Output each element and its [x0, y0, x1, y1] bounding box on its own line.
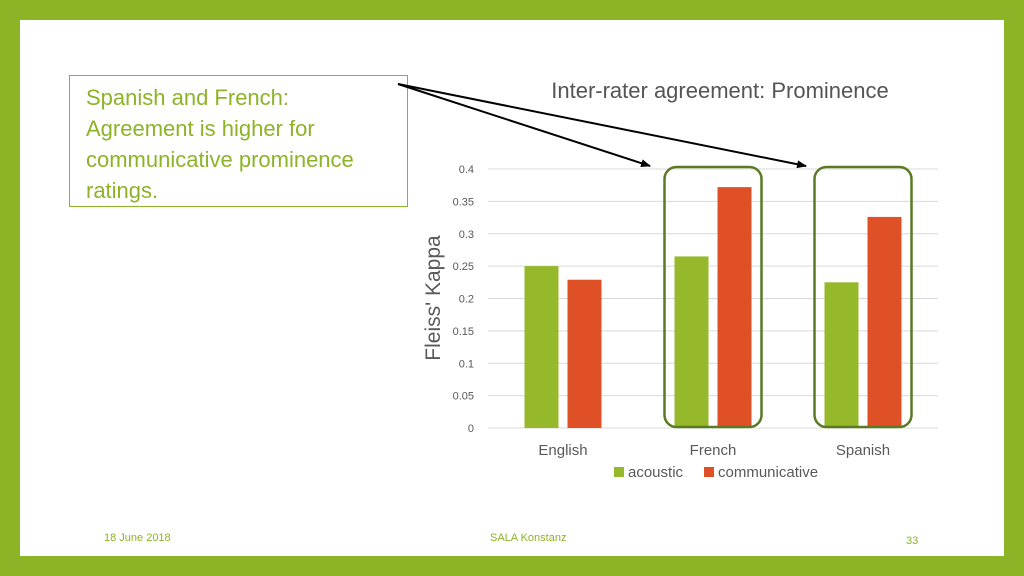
bar-spanish-communicative: [867, 216, 902, 428]
x-tick-label: Spanish: [836, 442, 890, 459]
footer-date: 18 June 2018: [104, 532, 171, 544]
legend-swatch-communicative: [704, 467, 714, 477]
y-tick-label: 0.15: [453, 326, 474, 338]
legend-swatch-acoustic: [614, 467, 624, 477]
bar-french-acoustic: [674, 256, 709, 428]
bar-spanish-acoustic: [824, 282, 859, 428]
bar-english-communicative: [567, 279, 602, 428]
y-axis-label: Fleiss' Kappa: [422, 235, 445, 361]
chart-title: Inter-rater agreement: Prominence: [551, 78, 889, 103]
y-tick-label: 0.2: [459, 294, 474, 306]
arrow-to-spanish: [397, 83, 807, 169]
y-tick-label: 0.1: [459, 358, 474, 370]
y-tick-label: 0.3: [459, 229, 474, 241]
y-tick-label: 0: [468, 423, 474, 435]
legend-label-communicative: communicative: [718, 464, 818, 481]
footer-page-number: 33: [906, 535, 919, 547]
legend-label-acoustic: acoustic: [628, 464, 684, 481]
y-tick-label: 0.25: [453, 261, 474, 273]
x-tick-label: English: [538, 442, 587, 459]
y-tick-label: 0.05: [453, 391, 474, 403]
bar-english-acoustic: [524, 266, 559, 428]
y-tick-label: 0.4: [459, 164, 474, 176]
highlight-box-spanish: [813, 165, 913, 429]
highlight-box-french: [663, 165, 763, 429]
footer-center: SALA Konstanz: [490, 532, 567, 544]
callout-line: Agreement is higher for: [86, 116, 315, 141]
callout-line: Spanish and French:: [86, 85, 290, 110]
y-tick-label: 0.35: [453, 196, 474, 208]
callout-line: ratings.: [86, 178, 159, 203]
callout-box: Spanish and French: Agreement is higher …: [69, 75, 408, 207]
bar-french-communicative: [717, 187, 752, 428]
arrow-to-french: [397, 83, 651, 168]
x-tick-label: French: [690, 442, 737, 459]
callout-line: communicative prominence: [86, 147, 354, 172]
